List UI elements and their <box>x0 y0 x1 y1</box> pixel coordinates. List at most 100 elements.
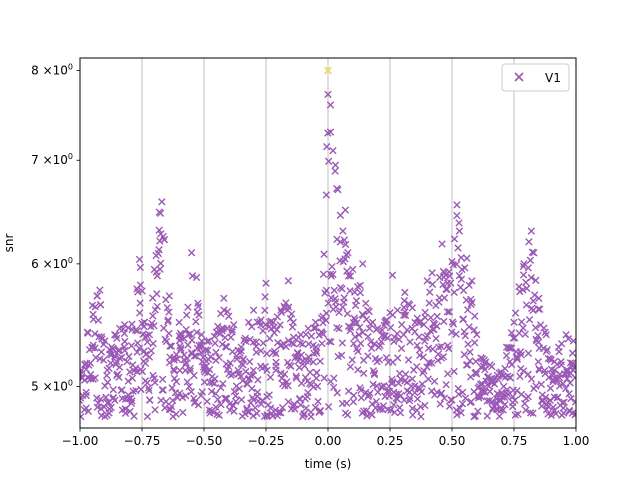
data-point-fill <box>282 299 290 307</box>
data-point-fill <box>323 142 331 151</box>
data-point-fill <box>390 401 398 409</box>
x-tick-label: 0.00 <box>315 434 342 448</box>
data-point-fill <box>304 389 312 397</box>
data-point <box>458 265 466 274</box>
data-point <box>101 337 109 345</box>
data-point-fill <box>448 328 456 336</box>
data-point-fill <box>482 377 490 385</box>
data-point <box>133 285 141 293</box>
data-point-fill <box>207 387 216 396</box>
data-point-fill <box>425 359 433 367</box>
data-point-fill <box>483 412 491 420</box>
data-point-fill <box>555 373 564 382</box>
data-point-fill <box>186 364 194 373</box>
data-point-fill <box>356 288 365 297</box>
data-point-fill <box>519 367 528 375</box>
data-point-fill <box>565 390 573 398</box>
data-point-fill <box>261 293 269 301</box>
data-point-fill <box>377 337 385 346</box>
data-point-fill <box>374 388 382 396</box>
data-point-fill <box>354 366 362 374</box>
data-point <box>527 227 536 235</box>
data-point-fill <box>252 348 261 356</box>
y-axis-ticks: 5 ×100 6 ×100 7 ×100 8 ×100 <box>31 62 80 393</box>
data-point-fill <box>418 380 426 388</box>
data-point-fill <box>297 351 306 359</box>
data-point-fill <box>525 315 534 324</box>
data-point-fill <box>228 326 236 334</box>
data-point-fill <box>229 402 238 410</box>
data-point-fill <box>396 409 405 417</box>
data-point-fill <box>246 371 255 380</box>
data-point-fill <box>117 386 125 395</box>
data-point-fill <box>128 397 136 405</box>
data-point-fill <box>450 288 458 297</box>
data-point-fill <box>111 353 119 361</box>
data-point-fill <box>263 366 271 375</box>
data-point-fill <box>302 357 310 365</box>
data-point-fill <box>507 329 516 337</box>
data-point-fill <box>344 272 353 280</box>
y-tick-label: 5 ×100 <box>31 378 73 393</box>
data-point-fill <box>222 343 231 351</box>
data-point-fill <box>370 370 379 379</box>
data-point-fill <box>238 376 247 385</box>
data-point-fill <box>137 385 145 394</box>
data-point <box>106 346 114 354</box>
data-point-fill <box>102 393 110 401</box>
data-point-fill <box>529 409 537 417</box>
data-point <box>175 318 183 327</box>
data-point-fill <box>145 353 154 361</box>
x-tick-label: −0.75 <box>124 434 161 448</box>
data-point-fill <box>113 334 121 342</box>
data-point <box>120 321 129 329</box>
data-point-fill <box>97 348 106 356</box>
data-point <box>547 356 555 364</box>
data-point-fill <box>187 388 196 396</box>
data-point-fill <box>133 348 141 356</box>
data-point-fill <box>421 401 429 410</box>
legend-box <box>501 63 570 92</box>
data-point-fill <box>367 338 375 346</box>
data-point-fill <box>350 391 358 400</box>
data-point <box>182 311 191 319</box>
data-point-fill <box>355 331 363 339</box>
data-point-fill <box>185 382 193 391</box>
data-point-fill <box>445 308 454 316</box>
data-point <box>230 321 238 329</box>
data-point <box>140 318 149 327</box>
data-point <box>453 201 461 209</box>
highlight-point <box>324 66 332 75</box>
data-point-fill <box>265 334 274 343</box>
data-point-fill <box>495 412 504 420</box>
data-point-fill <box>466 357 474 365</box>
x-tick-label: 0.25 <box>377 434 404 448</box>
data-point-fill <box>522 406 530 414</box>
data-point-fill <box>448 318 457 326</box>
data-point-fill <box>517 318 526 326</box>
data-point-fill <box>357 339 365 348</box>
data-point-fill <box>153 302 161 311</box>
y-tick-label: 8 ×100 <box>31 62 73 77</box>
data-point-fill <box>428 359 436 367</box>
data-point-fill <box>124 377 132 385</box>
data-point-fill <box>383 387 391 396</box>
data-point-fill <box>570 362 576 371</box>
data-point-fill <box>165 308 173 316</box>
data-point-fill <box>513 353 521 361</box>
data-point-fill <box>532 382 540 390</box>
data-point-fill <box>263 412 271 421</box>
data-point <box>530 249 538 257</box>
data-point-fill <box>84 407 93 415</box>
data-point-fill <box>471 412 480 420</box>
data-point <box>155 208 164 216</box>
data-point-fill <box>188 272 197 280</box>
data-point-fill <box>501 364 509 373</box>
data-point-fill <box>330 286 338 295</box>
data-point-fill <box>403 326 411 334</box>
data-point-fill <box>464 306 472 314</box>
data-point-fill <box>329 383 338 392</box>
data-point-fill <box>239 356 247 364</box>
data-point-fill <box>177 346 185 354</box>
data-point-fill <box>313 382 322 391</box>
